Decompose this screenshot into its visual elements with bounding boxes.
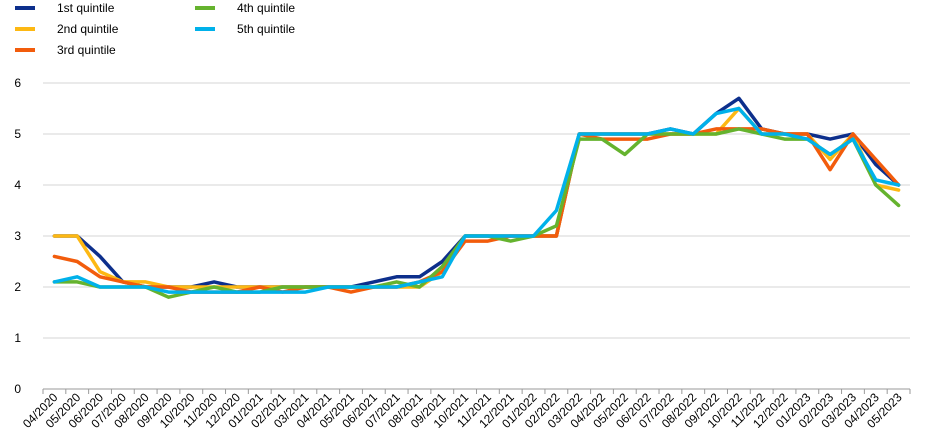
legend-label-1st-quintile: 1st quintile (57, 1, 115, 15)
y-tick-label-1: 1 (14, 331, 21, 345)
y-tick-label-0: 0 (14, 382, 21, 396)
y-tick-label-3: 3 (14, 229, 21, 243)
legend-swatch-4th-quintile (195, 6, 215, 10)
y-tick-label-5: 5 (14, 127, 21, 141)
legend-swatch-2nd-quintile (15, 27, 35, 31)
series-line-3rd-quintile (52, 127, 901, 294)
legend-item-3rd-quintile[interactable]: 3rd quintile (15, 43, 116, 57)
y-axis: 0 1 2 3 4 5 6 (14, 76, 21, 396)
legend-item-5th-quintile[interactable]: 5th quintile (195, 22, 295, 36)
legend-item-4th-quintile[interactable]: 4th quintile (195, 1, 295, 15)
legend-label-3rd-quintile: 3rd quintile (57, 43, 116, 57)
legend-item-2nd-quintile[interactable]: 2nd quintile (15, 22, 118, 36)
legend-label-5th-quintile: 5th quintile (237, 22, 296, 36)
series-lines (52, 96, 901, 299)
legend-swatch-3rd-quintile (15, 48, 35, 52)
series-line-1st-quintile (52, 96, 901, 289)
y-tick-label-6: 6 (14, 76, 21, 90)
legend-item-1st-quintile[interactable]: 1st quintile (15, 1, 114, 15)
y-tick-label-2: 2 (14, 280, 21, 294)
series-line-5th-quintile (52, 106, 901, 294)
x-axis: 04/202005/202006/202007/202008/202009/20… (20, 389, 911, 431)
series-line-4th-quintile (52, 127, 901, 299)
legend-swatch-1st-quintile (15, 6, 35, 10)
legend-swatch-5th-quintile (195, 27, 215, 31)
legend-label-4th-quintile: 4th quintile (237, 1, 296, 15)
legend-label-2nd-quintile: 2nd quintile (57, 22, 119, 36)
y-tick-label-4: 4 (14, 178, 21, 192)
